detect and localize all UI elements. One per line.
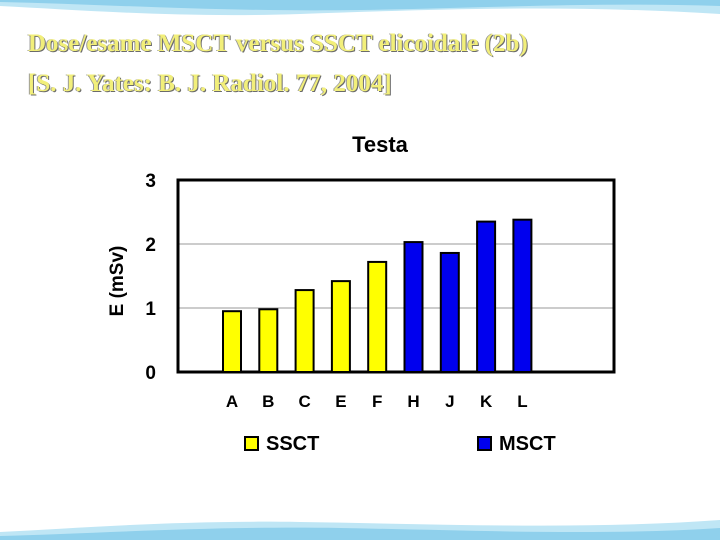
bar-msct-j: [439, 251, 460, 374]
y-tick-label: 2: [145, 235, 156, 256]
x-tick-label: H: [407, 392, 419, 411]
x-tick-label: L: [517, 392, 527, 411]
bar-msct-l: [512, 218, 533, 373]
plot-frame: [176, 178, 616, 374]
chart-title: Testa: [352, 132, 409, 157]
legend-label-ssct: SSCT: [266, 433, 319, 455]
bar-ssct-b: [258, 308, 279, 373]
legend-swatch-ssct: [244, 436, 259, 451]
top-wave-decoration: [0, 0, 720, 16]
bar-msct-h: [403, 241, 424, 373]
slide-citation: [S. J. Yates: B. J. Radiol. 77, 2004]: [28, 70, 392, 97]
bar-ssct-c: [294, 289, 315, 373]
y-axis-label: E (mSv): [107, 246, 128, 317]
y-tick-label: 3: [145, 171, 156, 192]
legend-label-msct: MSCT: [499, 433, 556, 455]
x-tick-label: B: [262, 392, 274, 411]
legend: SSCT MSCT: [244, 433, 556, 455]
x-tick-label: J: [445, 392, 454, 411]
bottom-wave-decoration: [0, 520, 720, 540]
x-tick-label: E: [335, 392, 346, 411]
y-tick-label: 0: [145, 363, 156, 384]
bar-ssct-e: [330, 280, 351, 373]
slide-title: Dose/esame MSCT versus SSCT elicoidale (…: [28, 30, 528, 57]
y-tick-labels: 0 1 2 3: [145, 171, 156, 384]
x-tick-label: K: [480, 392, 493, 411]
x-tick-label: C: [298, 392, 310, 411]
legend-swatch-msct: [477, 436, 492, 451]
bar-msct-k: [476, 220, 497, 373]
bar-ssct-a: [222, 310, 242, 374]
x-tick-label: A: [226, 392, 238, 411]
bar-ssct-f: [367, 260, 388, 374]
y-tick-label: 1: [145, 299, 156, 320]
grid-lines: [178, 243, 614, 309]
x-tick-label: F: [372, 392, 382, 411]
bars: [222, 218, 533, 374]
